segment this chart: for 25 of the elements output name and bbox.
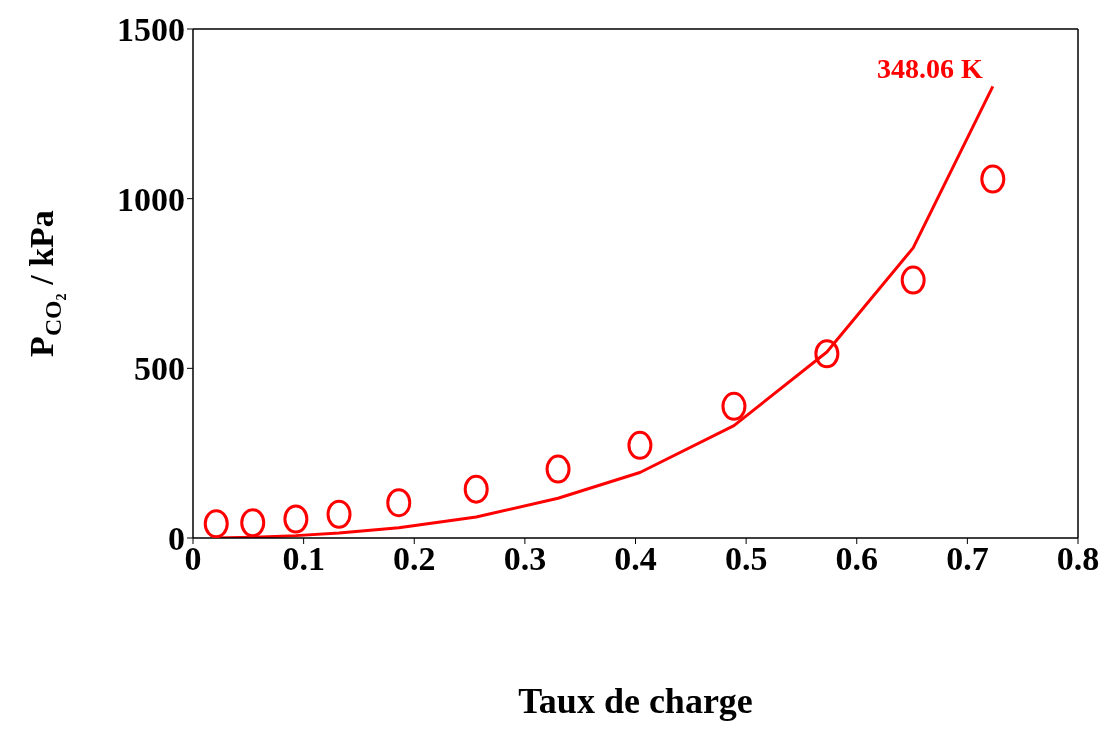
x-tick-label: 0.5	[724, 540, 768, 578]
x-axis-title: Taux de charge	[518, 681, 753, 721]
series-label: 348.06 K	[877, 53, 984, 85]
point	[900, 265, 926, 295]
x-tick-label: 0.4	[614, 540, 657, 578]
point	[980, 164, 1006, 194]
x-tick-label: 0.1	[282, 540, 325, 578]
point	[814, 339, 840, 369]
point	[386, 488, 412, 518]
point	[627, 430, 653, 460]
point	[463, 474, 489, 504]
x-tick-label: 0.8	[1056, 540, 1100, 578]
point	[326, 499, 352, 529]
x-tick-label: 0.3	[503, 540, 547, 578]
point	[283, 504, 309, 534]
x-tick-label: 0.2	[393, 540, 436, 578]
point	[721, 391, 747, 421]
x-tick-label: 0.7	[946, 540, 989, 578]
x-tick-label: 0.6	[835, 540, 878, 578]
y-tick-label: 500	[134, 350, 185, 388]
y-tick-label: 1500	[117, 11, 185, 49]
point	[203, 509, 229, 538]
y-tick-label: 1000	[117, 180, 185, 218]
point	[240, 508, 266, 538]
point	[545, 454, 571, 484]
